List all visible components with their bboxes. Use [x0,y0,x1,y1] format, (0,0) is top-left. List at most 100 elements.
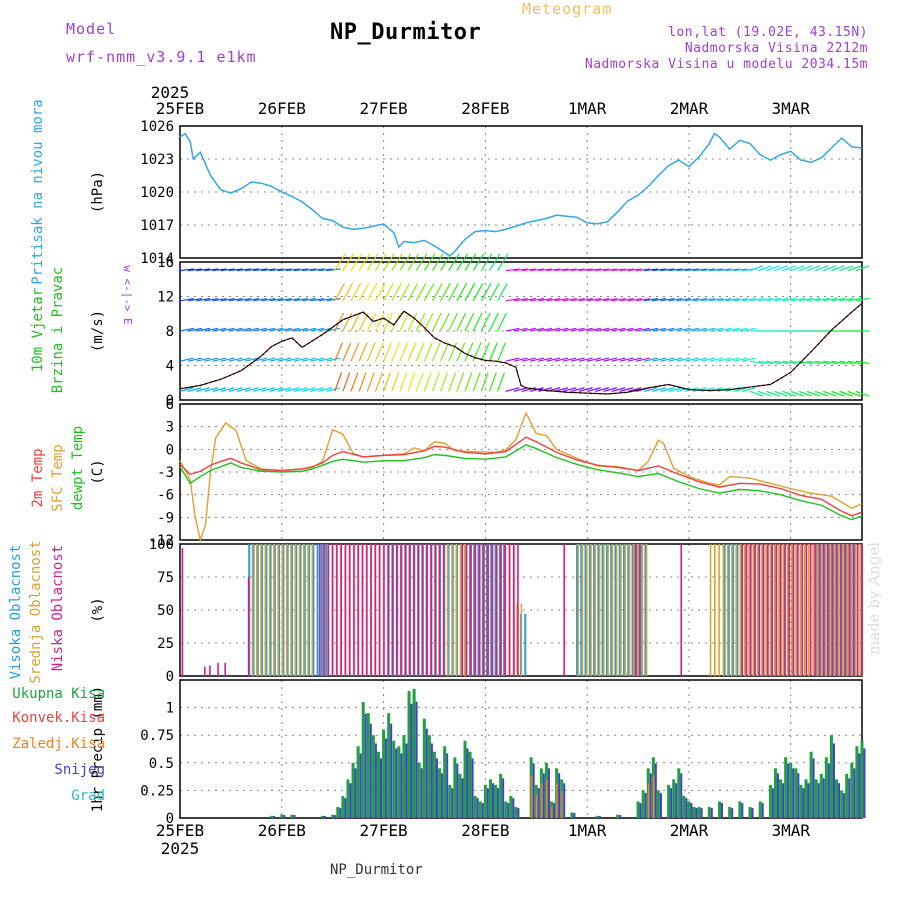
wind-arrow [334,253,346,271]
precip-bar [860,740,864,818]
precip-bar [427,735,431,818]
wind-arrow [293,357,308,362]
wind-arrow [505,268,520,272]
wind-arrow [228,268,243,272]
wind-arrow [269,387,284,392]
precip-bar [443,746,447,818]
snow-bar [573,813,576,818]
precip-bar [672,779,676,818]
wind-arrow [480,312,491,332]
wind-arrow [196,387,210,392]
frozen-precip-bar [530,775,533,818]
wind-arrow [619,298,634,302]
wind-arrow [342,312,353,332]
wind-arrow [562,327,577,332]
wind-arrow [570,357,585,362]
wind-arrow [431,372,440,392]
precip-bar [677,768,681,818]
snow-bar [720,803,723,818]
wind-arrow [488,253,501,271]
wind-arrow [326,387,341,392]
wind-arrow [611,357,626,362]
precip-legend-label: Snijeg [54,762,105,778]
wind-arrow [847,265,862,272]
temp-side-label: dewpt Temp [70,426,86,510]
wind-arrow [326,298,341,302]
snow-bar [334,815,337,818]
wind-arrow [358,253,371,271]
snow-bar [858,753,861,818]
wind-arrow [179,298,194,302]
wind-arrow [310,327,325,332]
wind-arrow [595,298,610,302]
wind-arrow [513,268,528,272]
frozen-precip-bar [556,783,558,818]
wind-arrow [383,253,395,271]
snow-bar [639,803,642,818]
wind-arrow [431,342,441,362]
wind-arrow [374,342,384,362]
snow-bar [537,788,540,818]
wind-arrow [253,327,268,332]
y-tick-label: 1014 [140,251,174,267]
model-name: wrf-nmm_v3.9.1 e1km [66,48,257,66]
wind-arrow [374,372,383,392]
precip-bar [494,784,498,818]
wind-arrow [212,268,227,272]
snow-bar [822,778,825,818]
wind-arrow [236,387,251,392]
wind-arrow [701,327,716,332]
x-tick-label-bottom: 25FEB [156,821,204,840]
wind-arrow [554,298,569,302]
y-tick-label: 0.5 [149,756,174,772]
wind-arrow [570,298,585,302]
wind-arrow [538,298,553,302]
x-tick-label-bottom: 2MAR [670,821,709,840]
y-tick-label: 16 [157,255,174,271]
wind-arrow [652,298,667,302]
y-tick-label: 1026 [140,119,174,135]
wind-arrow [253,268,268,272]
y-tick-label: -12 [149,533,174,549]
snow-bar [558,773,561,818]
wind-arrow [366,372,375,392]
wind-arrow [358,283,370,302]
snow-bar [486,788,489,818]
wind-arrow [220,357,235,362]
snow-bar [812,758,815,818]
wind-arrow [733,268,748,272]
y-axis-label: 1hr Precip (mm) [90,686,106,812]
wind-arrow [538,357,553,362]
precip-bar [773,768,777,818]
snow-bar [410,703,413,818]
snow-bar [446,753,449,818]
wind-arrow [472,283,484,302]
snow-bar [481,803,484,818]
snow-bar [807,783,810,818]
wind-arrow [578,327,593,332]
wind-arrow [855,297,870,302]
wind-arrow [570,327,585,332]
snow-bar [430,743,433,818]
precip-bar [784,757,788,818]
wind-arrow [245,268,260,272]
wind-arrow [660,327,675,332]
precip-bar [280,814,284,818]
snow-bar [817,783,820,818]
y-tick-label: 0 [166,669,174,685]
wind-arrow [692,298,707,302]
wind-arrow [464,372,473,392]
wind-arrow [456,253,468,271]
y-tick-label: 1017 [140,218,174,234]
wind-arrow [261,298,276,302]
precip-legend-label: Konvek.Kisa [12,710,105,726]
model-elevation-label: Nadmorska Visina u modelu 2034.15m [584,57,868,72]
wind-arrow [676,298,691,302]
precip-bar [509,795,513,818]
snow-bar [695,808,698,818]
snow-bar [349,783,352,818]
wind-arrow [399,253,411,271]
wind-arrow [391,283,402,302]
precip-bar [422,718,426,818]
snow-bar [359,753,362,818]
